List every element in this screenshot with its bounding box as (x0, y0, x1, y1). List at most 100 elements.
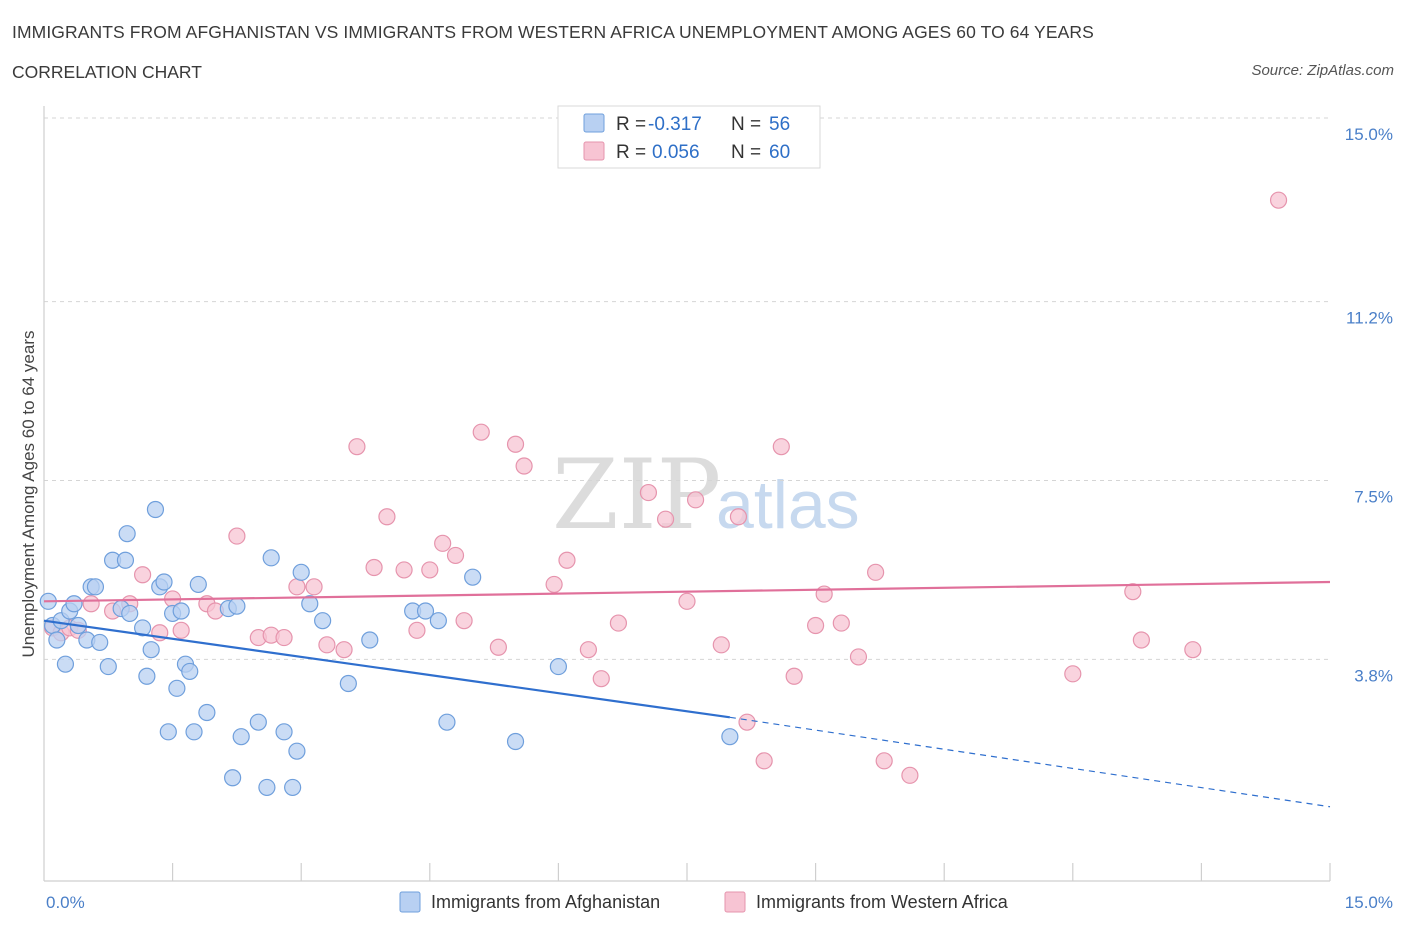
western-africa-point (867, 563, 885, 581)
western-africa-point (318, 636, 336, 654)
western-africa-point (489, 638, 507, 656)
afghanistan-point (464, 568, 482, 586)
western-africa-point (1124, 583, 1142, 601)
western-africa-point (545, 575, 563, 594)
western-africa-point (832, 614, 850, 632)
afghanistan-point (146, 500, 165, 519)
western-africa-point (421, 561, 439, 579)
afghanistan-point (65, 595, 83, 613)
source-label: Source: ZipAtlas.com (1251, 62, 1394, 79)
western-africa-point (806, 616, 825, 635)
western-africa-point (506, 435, 525, 453)
afghanistan-point (172, 602, 190, 620)
series-legend: Immigrants from Afghanistan Immigrants f… (399, 891, 1009, 913)
western-africa-point (288, 578, 306, 596)
afghanistan-point (189, 575, 207, 594)
western-africa-point (849, 648, 868, 666)
western-africa-point (348, 438, 366, 456)
afghanistan-point (301, 595, 319, 613)
western-africa-point (558, 551, 576, 569)
western-africa-point (1184, 641, 1202, 659)
afghanistan-point (506, 732, 525, 751)
legend-n-label-2: N = (731, 142, 761, 163)
afghanistan-points (39, 500, 739, 797)
western-africa-point (738, 713, 756, 731)
afghanistan-point (361, 631, 379, 649)
western-africa-point (305, 578, 323, 596)
afghanistan-point (142, 641, 160, 659)
afghanistan-point (416, 602, 435, 620)
western-africa-point (82, 595, 100, 613)
afghanistan-point (86, 578, 105, 596)
series-legend-swatch-afghanistan (399, 891, 421, 913)
western-africa-point (678, 592, 696, 610)
afghanistan-point (159, 723, 177, 741)
western-africa-trend-line (43, 580, 1331, 603)
gridlines (44, 117, 1330, 660)
afghanistan-point (288, 742, 306, 760)
legend-n-value-1: 56 (769, 114, 790, 135)
legend-swatch-afghanistan (583, 113, 605, 133)
western-africa-point (785, 667, 803, 685)
western-africa-point (609, 614, 628, 632)
western-africa-point (875, 752, 893, 770)
western-africa-point (712, 636, 730, 654)
afghanistan-point (138, 667, 156, 685)
y-tick-label: 11.2% (1346, 309, 1393, 328)
western-africa-point (656, 510, 675, 528)
afghanistan-point (155, 573, 173, 591)
afghanistan-point (258, 778, 276, 797)
afghanistan-point (721, 728, 739, 746)
western-africa-point (335, 641, 353, 659)
afghanistan-point (232, 728, 250, 746)
afghanistan-point (198, 703, 216, 722)
y-axis-tick-labels: 3.8% 7.5% 11.2% 15.0% (1345, 125, 1393, 685)
legend-r-value-2: 0.056 (652, 142, 700, 163)
western-africa-point (772, 438, 790, 456)
legend-swatch-western-africa (583, 141, 605, 161)
western-africa-point (408, 621, 426, 639)
western-africa-point (515, 457, 533, 475)
afghanistan-point (438, 713, 456, 731)
afghanistan-point (262, 549, 280, 567)
afghanistan-point (168, 679, 186, 697)
western-africa-point (1132, 631, 1150, 649)
western-africa-point (755, 752, 773, 770)
western-africa-point (395, 561, 413, 579)
afghanistan-point (181, 662, 199, 681)
watermark-atlas: atlas (716, 467, 860, 543)
afghanistan-point (429, 612, 447, 630)
y-tick-label: 15.0% (1345, 125, 1393, 144)
series-legend-label-afghanistan: Immigrants from Afghanistan (431, 892, 660, 912)
y-tick-label: 7.5% (1354, 488, 1393, 507)
afghanistan-point (292, 563, 310, 581)
legend-r-label-2: R = (616, 142, 646, 163)
legend-n-value-2: 60 (769, 142, 790, 163)
western-africa-point (133, 566, 152, 584)
chart-title: IMMIGRANTS FROM AFGHANISTAN VS IMMIGRANT… (12, 22, 1094, 42)
western-africa-point (455, 612, 473, 630)
afghanistan-point (228, 597, 246, 615)
y-tick-label: 3.8% (1354, 666, 1393, 685)
afghanistan-point (91, 633, 109, 652)
legend-r-value-1: -0.317 (648, 114, 702, 135)
western-africa-point (472, 423, 490, 441)
western-africa-point (592, 670, 610, 688)
western-africa-point (172, 621, 190, 639)
legend-n-label-1: N = (731, 114, 761, 135)
series-legend-swatch-western-africa (724, 891, 746, 913)
afghanistan-trend-extension (729, 716, 1331, 808)
western-africa-point (365, 558, 383, 577)
afghanistan-point (56, 655, 75, 673)
chart-subtitle: CORRELATION CHART (12, 62, 202, 82)
afghanistan-point (99, 657, 117, 676)
western-africa-point (1269, 191, 1288, 209)
western-africa-point (275, 628, 293, 647)
afghanistan-point (249, 713, 267, 731)
afghanistan-point (275, 723, 293, 741)
afghanistan-point (224, 769, 242, 787)
afghanistan-point (185, 723, 203, 741)
y-axis-label: Unemployment Among Ages 60 to 64 years (19, 331, 38, 658)
western-africa-point (446, 546, 465, 565)
